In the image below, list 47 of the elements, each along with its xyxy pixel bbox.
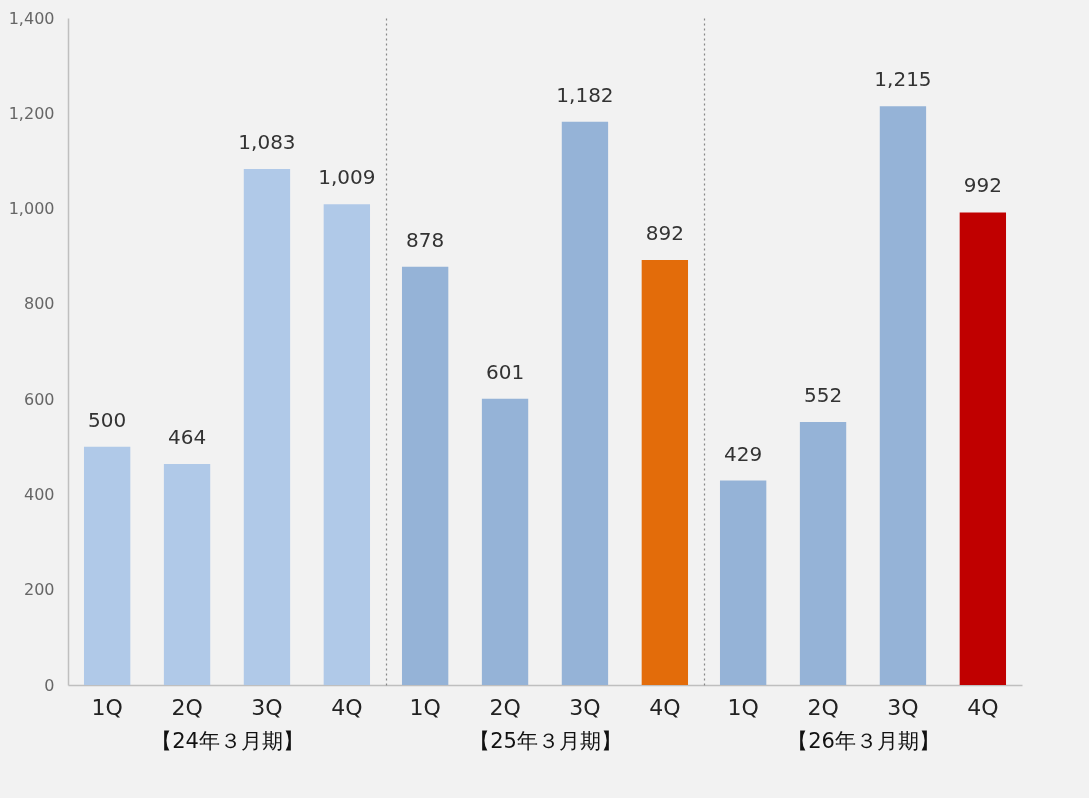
x-axis-title: 【26年３月期】 bbox=[787, 728, 940, 753]
bar bbox=[641, 260, 689, 685]
x-tick-label: 1Q bbox=[91, 694, 123, 720]
x-tick-label: 2Q bbox=[807, 694, 839, 720]
x-tick-label: 1Q bbox=[409, 694, 441, 720]
y-tick-label: 1,400 bbox=[8, 8, 55, 28]
y-tick-label: 200 bbox=[23, 580, 55, 600]
y-tick-label: 400 bbox=[23, 484, 55, 504]
bar bbox=[561, 121, 609, 685]
bar bbox=[719, 480, 767, 685]
y-tick-label: 1,200 bbox=[8, 103, 55, 123]
data-label: 992 bbox=[963, 173, 1002, 198]
bar bbox=[83, 446, 131, 685]
x-axis-title: 【24年３月期】 bbox=[151, 728, 304, 753]
x-tick-label: 2Q bbox=[171, 694, 203, 720]
data-label: 1,083 bbox=[238, 130, 296, 155]
data-label: 1,182 bbox=[556, 82, 614, 107]
bar bbox=[799, 422, 847, 685]
y-tick-label: 0 bbox=[44, 675, 55, 695]
x-tick-label: 3Q bbox=[251, 694, 283, 720]
y-tick-label: 800 bbox=[23, 294, 55, 314]
x-tick-label: 3Q bbox=[569, 694, 601, 720]
x-tick-label: 4Q bbox=[967, 694, 999, 720]
x-tick-label: 3Q bbox=[887, 694, 919, 720]
bar bbox=[401, 266, 449, 685]
x-axis-title: 【25年３月期】 bbox=[469, 728, 622, 753]
data-label: 464 bbox=[167, 424, 207, 449]
x-tick-label: 4Q bbox=[331, 694, 363, 720]
bar bbox=[163, 463, 211, 685]
y-tick-label: 600 bbox=[23, 389, 55, 409]
data-label: 601 bbox=[485, 359, 525, 384]
bar bbox=[481, 398, 529, 685]
x-tick-label: 1Q bbox=[727, 694, 759, 720]
data-label: 878 bbox=[406, 227, 445, 252]
data-label: 1,009 bbox=[318, 165, 376, 190]
data-label: 892 bbox=[645, 221, 684, 246]
bar bbox=[323, 204, 371, 685]
data-label: 1,215 bbox=[874, 67, 932, 92]
x-tick-label: 4Q bbox=[649, 694, 681, 720]
bar bbox=[879, 106, 927, 685]
data-label: 500 bbox=[88, 407, 127, 432]
bar bbox=[959, 212, 1007, 685]
x-tick-label: 2Q bbox=[489, 694, 521, 720]
bar bbox=[243, 169, 291, 685]
y-tick-label: 1,000 bbox=[8, 199, 55, 219]
data-label: 429 bbox=[724, 441, 763, 466]
data-label: 552 bbox=[803, 383, 843, 408]
